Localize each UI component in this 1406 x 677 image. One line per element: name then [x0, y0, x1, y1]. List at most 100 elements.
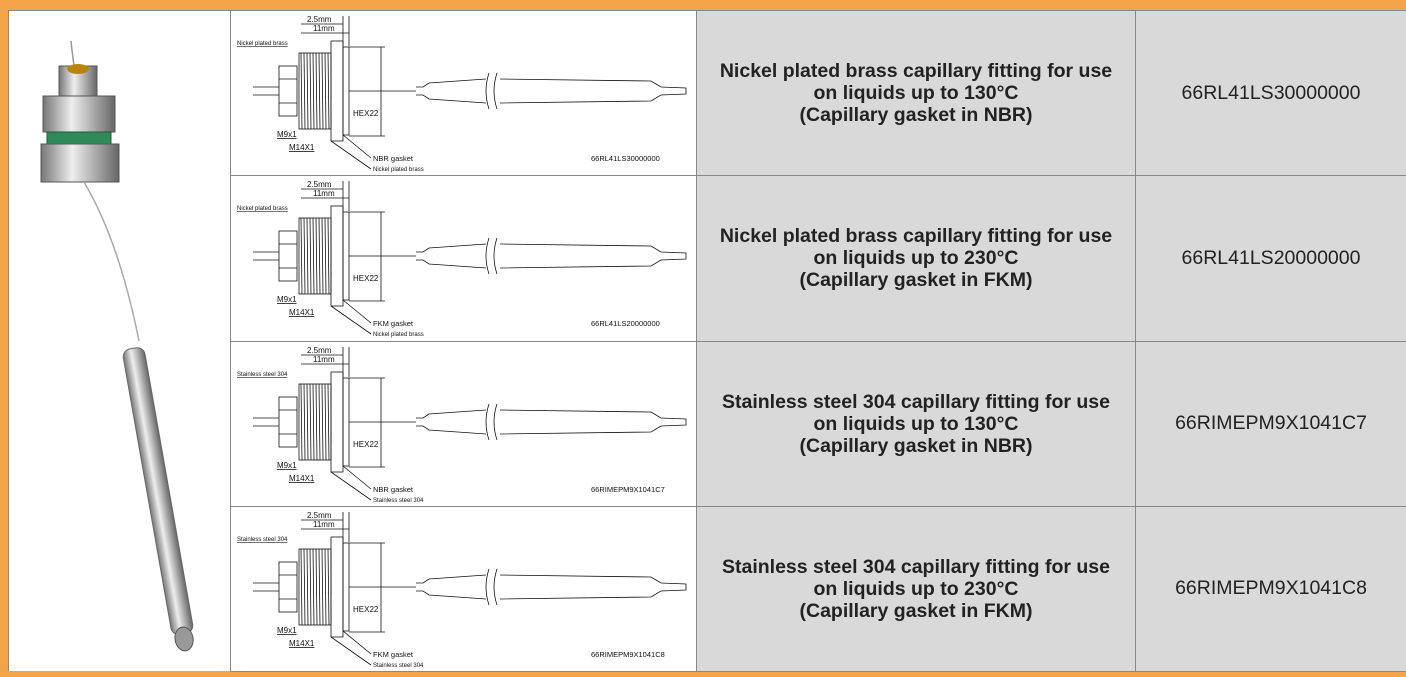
description-line: on liquids up to 230°C	[813, 577, 1019, 600]
drawing-line	[309, 218, 312, 295]
drawing-line	[321, 548, 324, 625]
description-cell: Stainless steel 304 capillary fitting fo…	[697, 341, 1136, 507]
drawing-line	[312, 383, 315, 460]
description-line: (Capillary gasket in FKM)	[799, 599, 1033, 622]
drawing-line	[342, 377, 350, 466]
thread-label: M9x1	[277, 295, 297, 304]
drawing-line	[330, 205, 344, 307]
drawing-line	[278, 65, 298, 117]
description: Nickel plated brass capillary fitting fo…	[720, 225, 1112, 291]
material-label: Stainless steel 304	[237, 537, 288, 543]
drawing-line	[312, 548, 315, 625]
product-code: 66RL41LS30000000	[1181, 81, 1361, 104]
gasket-label: FKM gasket	[373, 650, 414, 659]
thread-label: M14X1	[289, 308, 315, 317]
drawing-line	[327, 383, 330, 460]
drawing-line	[306, 218, 309, 295]
drawing-line	[330, 371, 344, 472]
drawing-line	[485, 568, 498, 605]
thread-label: M9x1	[277, 461, 297, 470]
drawing-line	[300, 383, 303, 460]
drawing-line	[416, 243, 487, 269]
drawing-line	[342, 46, 350, 136]
drawing-line	[499, 243, 687, 269]
drawing-line	[315, 383, 318, 460]
description: Stainless steel 304 capillary fitting fo…	[722, 556, 1110, 622]
material-label: Nickel plated brass	[237, 41, 288, 47]
drawing-line	[324, 548, 327, 625]
gasket-label: NBR gasket	[373, 154, 414, 163]
drawing-code: 66RL41LS20000000	[591, 319, 660, 328]
drawing-line	[315, 52, 318, 130]
code-cell: 66RIMEPM9X1041C7	[1136, 341, 1406, 507]
drawing-line	[315, 218, 318, 295]
drawing-line	[342, 134, 372, 159]
material-label: Stainless steel 304	[237, 372, 288, 378]
thread-label: M9x1	[277, 130, 297, 139]
drawing-line	[300, 218, 303, 295]
drawing-line	[309, 52, 312, 130]
drawing-line	[342, 630, 372, 655]
material-label: Nickel plated brass	[237, 206, 288, 212]
product-code: 66RIMEPM9X1041C7	[1175, 412, 1367, 435]
drawing-line	[321, 218, 324, 295]
material-label: Stainless steel 304	[373, 498, 424, 504]
drawing-line	[499, 574, 687, 600]
drawing-code: 66RIMEPM9X1041C8	[591, 650, 665, 659]
drawing-code: 66RL41LS30000000	[591, 154, 660, 163]
hex-label: HEX22	[353, 274, 379, 283]
drawing-line	[330, 305, 372, 335]
drawing-line	[303, 218, 306, 295]
product-code: 66RL41LS20000000	[1181, 246, 1361, 269]
drawing-line	[318, 218, 321, 295]
drawing-line	[278, 561, 298, 613]
drawing-cell: 2.5mm 11mm Stainless steel 304 HEX22 M9x1 M14…	[231, 341, 697, 507]
drawing-line	[321, 383, 324, 460]
description-line: on liquids up to 230°C	[813, 247, 1019, 270]
drawing-line	[327, 218, 330, 295]
drawing-line	[312, 52, 315, 130]
drawing-line	[342, 542, 350, 632]
drawing-line	[318, 383, 321, 460]
dimension-label: 11mm	[313, 520, 335, 529]
drawing-line	[309, 383, 312, 460]
thread-label: M9x1	[277, 626, 297, 635]
drawing-cell: 2.5mm 11mm Nickel plated brass HEX22 M9x1 M14…	[231, 176, 697, 342]
thread-label: M14X1	[289, 143, 315, 152]
dimension-label: 2.5mm	[307, 346, 332, 355]
hex-label: HEX22	[353, 440, 379, 449]
description-line: (Capillary gasket in FKM)	[799, 269, 1033, 292]
description-line: Nickel plated brass capillary fitting fo…	[719, 60, 1113, 83]
dimension-label: 11mm	[313, 24, 335, 33]
drawing-line	[330, 536, 344, 638]
drawing-line	[342, 299, 372, 324]
description-cell: Nickel plated brass capillary fitting fo…	[697, 11, 1136, 177]
drawing-line	[330, 40, 344, 142]
dimension-label: 11mm	[313, 355, 335, 364]
drawing-cell: 2.5mm 11mm Nickel plated brass HEX22 M9x1 M14…	[231, 11, 697, 177]
drawing-line	[312, 218, 315, 295]
product-code: 66RIMEPM9X1041C8	[1175, 577, 1367, 600]
drawing-cell: 2.5mm 11mm Stainless steel 304 HEX22 M9x1 M14…	[231, 506, 697, 672]
drawing-line	[318, 548, 321, 625]
drawing-line	[309, 548, 312, 625]
drawing-line	[300, 52, 303, 130]
hex-label: HEX22	[353, 109, 379, 118]
sensor-illustration	[40, 40, 194, 652]
thread-label: M14X1	[289, 474, 315, 483]
drawing-code: 66RIMEPM9X1041C7	[591, 485, 665, 494]
gasket-label: NBR gasket	[373, 485, 414, 494]
drawing-line	[499, 78, 687, 104]
drawing-line	[499, 409, 687, 434]
dimension-label: 11mm	[313, 189, 335, 198]
drawing-line	[303, 383, 306, 460]
dimension-label: 2.5mm	[307, 511, 332, 520]
description-line: on liquids up to 130°C	[813, 82, 1019, 105]
drawing-line	[306, 548, 309, 625]
drawing-line	[324, 52, 327, 130]
description-line: Stainless steel 304 capillary fitting fo…	[722, 555, 1110, 578]
